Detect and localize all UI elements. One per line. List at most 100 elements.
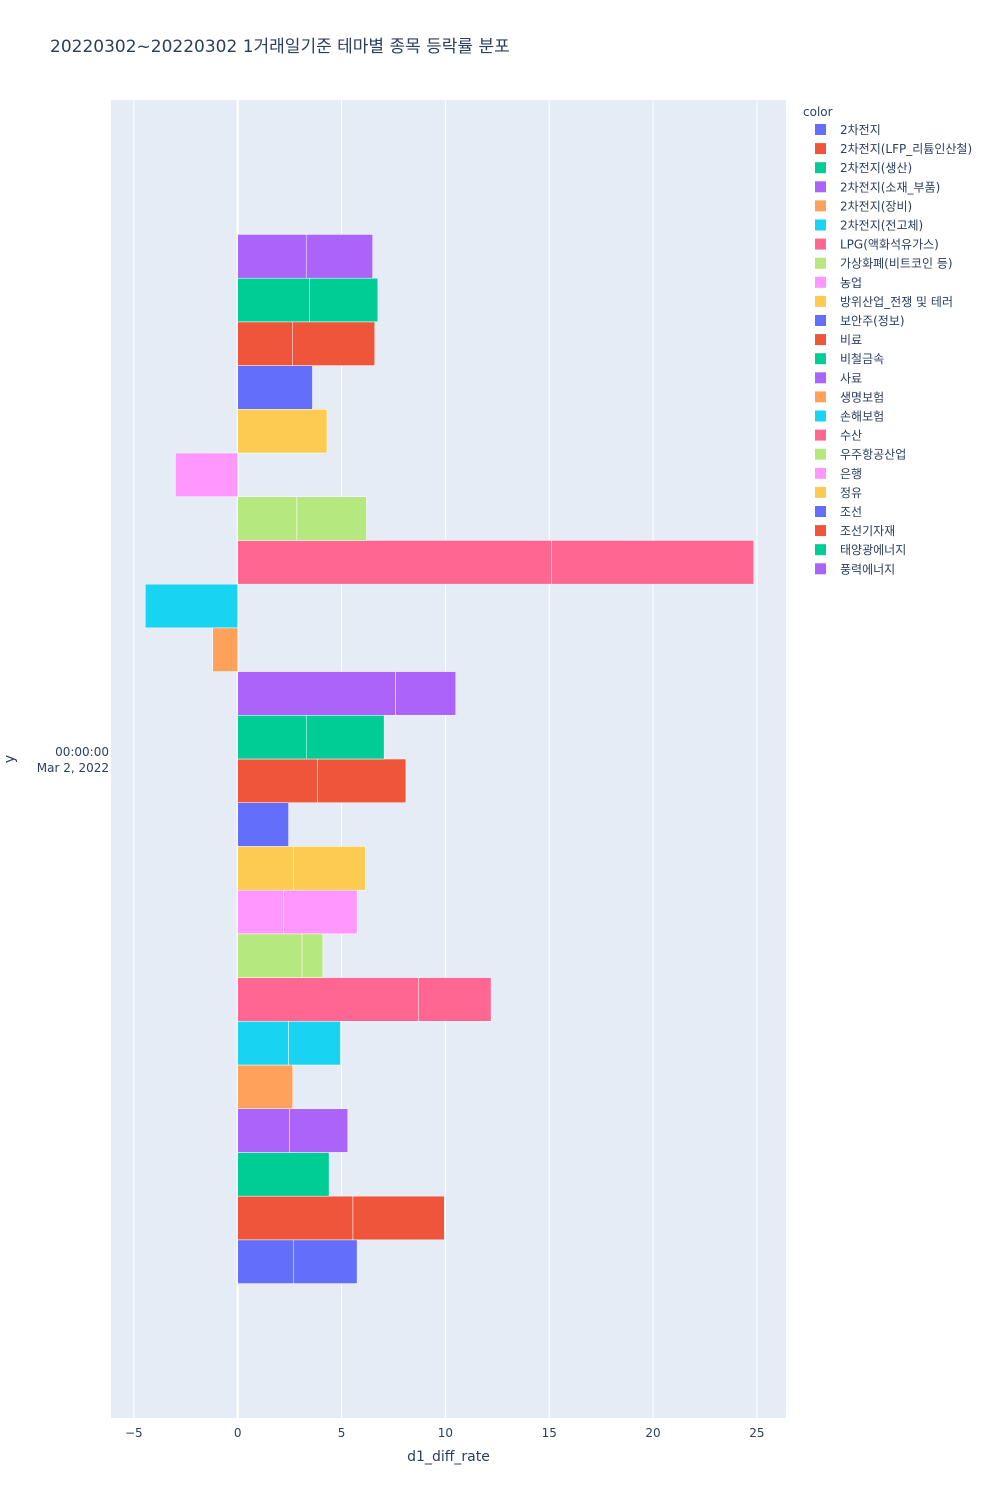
bar-segment [292, 321, 376, 366]
plot-area [111, 100, 786, 1418]
legend-label: 우주항공산업 [840, 448, 906, 462]
x-axis-title: d1_diff_rate [407, 1449, 490, 1465]
legend-label: 은행 [840, 466, 862, 481]
legend-swatch [815, 334, 826, 346]
legend-item[interactable]: 2차전지(전고체) [815, 219, 923, 233]
legend-label: LPG(액화석유가스) [840, 238, 939, 252]
x-tick-label: 5 [338, 1426, 346, 1440]
bar-segment [145, 583, 238, 629]
legend-label: 2차전지(장비) [840, 199, 912, 213]
legend-swatch [815, 200, 826, 212]
legend-swatch [815, 124, 826, 135]
legend-item[interactable]: LPG(액화석유가스) [815, 238, 939, 252]
legend-item[interactable]: 은행 [815, 466, 862, 481]
legend-item[interactable]: 2차전지 [815, 123, 881, 137]
legend-item[interactable]: 가상화폐(비트코인 등) [815, 257, 953, 271]
y-axis-ticks: 00:00:00 Mar 2, 2022 [37, 745, 109, 775]
bar-segment [237, 671, 396, 716]
x-tick-label: 15 [542, 1426, 557, 1440]
legend-label: 농업 [840, 276, 862, 290]
bar-segment [237, 277, 310, 323]
bar-segment [237, 758, 318, 803]
legend-label: 비철금속 [840, 352, 884, 366]
legend-title: color [803, 105, 833, 119]
bar-segment [237, 321, 293, 366]
legend-item[interactable]: 손해보험 [815, 410, 884, 424]
legend-swatch [815, 143, 826, 155]
legend-item[interactable]: 조선 [815, 505, 862, 519]
legend-swatch [815, 181, 826, 193]
legend-item[interactable]: 2차전지(소재_부품) [815, 180, 940, 194]
legend-swatch [815, 448, 826, 460]
bar-segment [289, 1108, 349, 1153]
x-tick-label: 10 [438, 1426, 453, 1440]
legend-item[interactable]: 비철금속 [815, 352, 884, 366]
legend-label: 가상화폐(비트코인 등) [840, 257, 953, 271]
legend-label: 비료 [840, 333, 862, 347]
legend-item[interactable]: 정유 [815, 486, 862, 500]
legend-label: 조선기자재 [840, 524, 895, 538]
legend-item[interactable]: 방위산업_전쟁 및 테러 [815, 295, 953, 309]
legend[interactable]: color 2차전지 2차전지(LFP_리튬인산철) 2차전지(생산) 2차전지(소재… [803, 105, 972, 576]
legend-item[interactable]: 2차전지(장비) [815, 199, 912, 213]
bar-segment [237, 496, 298, 541]
legend-label: 태양광에너지 [840, 543, 906, 557]
bar-segment [237, 1239, 295, 1284]
legend-label: 조선 [840, 505, 862, 519]
legend-label: 생명보험 [840, 390, 884, 404]
legend-swatch [815, 257, 826, 269]
legend-item[interactable]: 2차전지(LFP_리튬인산철) [815, 142, 972, 156]
bar-segment [237, 1195, 354, 1241]
legend-item[interactable]: 조선기자재 [815, 524, 895, 538]
legend-label: 풍력에너지 [840, 562, 895, 576]
legend-swatch [815, 563, 826, 575]
legend-item[interactable]: 풍력에너지 [815, 562, 895, 576]
bar-segment [237, 409, 328, 454]
x-tick-label: 25 [749, 1426, 764, 1440]
bar-segment [283, 889, 358, 935]
legend-swatch [815, 276, 826, 288]
bar-segment [288, 1021, 341, 1066]
legend-label: 2차전지 [840, 123, 881, 137]
legend-swatch [815, 391, 826, 403]
legend-item[interactable]: 태양광에너지 [815, 543, 906, 557]
legend-swatch [815, 372, 826, 384]
bars [145, 234, 755, 1284]
legend-swatch [815, 467, 826, 479]
legend-label: 2차전지(전고체) [840, 219, 923, 233]
legend-item[interactable]: 2차전지(생산) [815, 161, 912, 175]
legend-item[interactable]: 수산 [815, 429, 862, 443]
legend-item[interactable]: 우주항공산업 [815, 448, 906, 462]
legend-swatch [815, 486, 826, 498]
legend-item[interactable]: 농업 [815, 276, 862, 290]
bar-segment [237, 889, 284, 935]
bar-segment [352, 1195, 445, 1241]
bar-segment [551, 540, 755, 585]
legend-item[interactable]: 비료 [815, 333, 862, 347]
legend-label: 보안주(정보) [840, 314, 905, 328]
legend-item[interactable]: 사료 [815, 371, 862, 385]
bar-segment [293, 846, 366, 891]
bar-segment [237, 715, 307, 760]
legend-swatch [815, 544, 826, 556]
x-tick-label: 0 [234, 1426, 242, 1440]
bar-segment [237, 802, 289, 847]
legend-item[interactable]: 생명보험 [815, 390, 884, 404]
legend-swatch [815, 525, 826, 537]
y-tick-label: 00:00:00 [55, 745, 109, 759]
legend-swatch [815, 219, 826, 231]
legend-swatch [815, 429, 826, 441]
legend-swatch [815, 506, 826, 517]
legend-label: 정유 [840, 486, 862, 500]
legend-item[interactable]: 보안주(정보) [815, 314, 905, 328]
legend-label: 수산 [840, 429, 862, 443]
bar-segment [305, 715, 385, 760]
legend-swatch [815, 238, 826, 250]
legend-swatch [815, 295, 826, 307]
legend-swatch [815, 410, 826, 422]
y-tick-label: Mar 2, 2022 [37, 761, 109, 775]
bar-segment [317, 758, 407, 803]
legend-label: 2차전지(LFP_리튬인산철) [840, 142, 972, 156]
bar-segment [418, 977, 492, 1022]
